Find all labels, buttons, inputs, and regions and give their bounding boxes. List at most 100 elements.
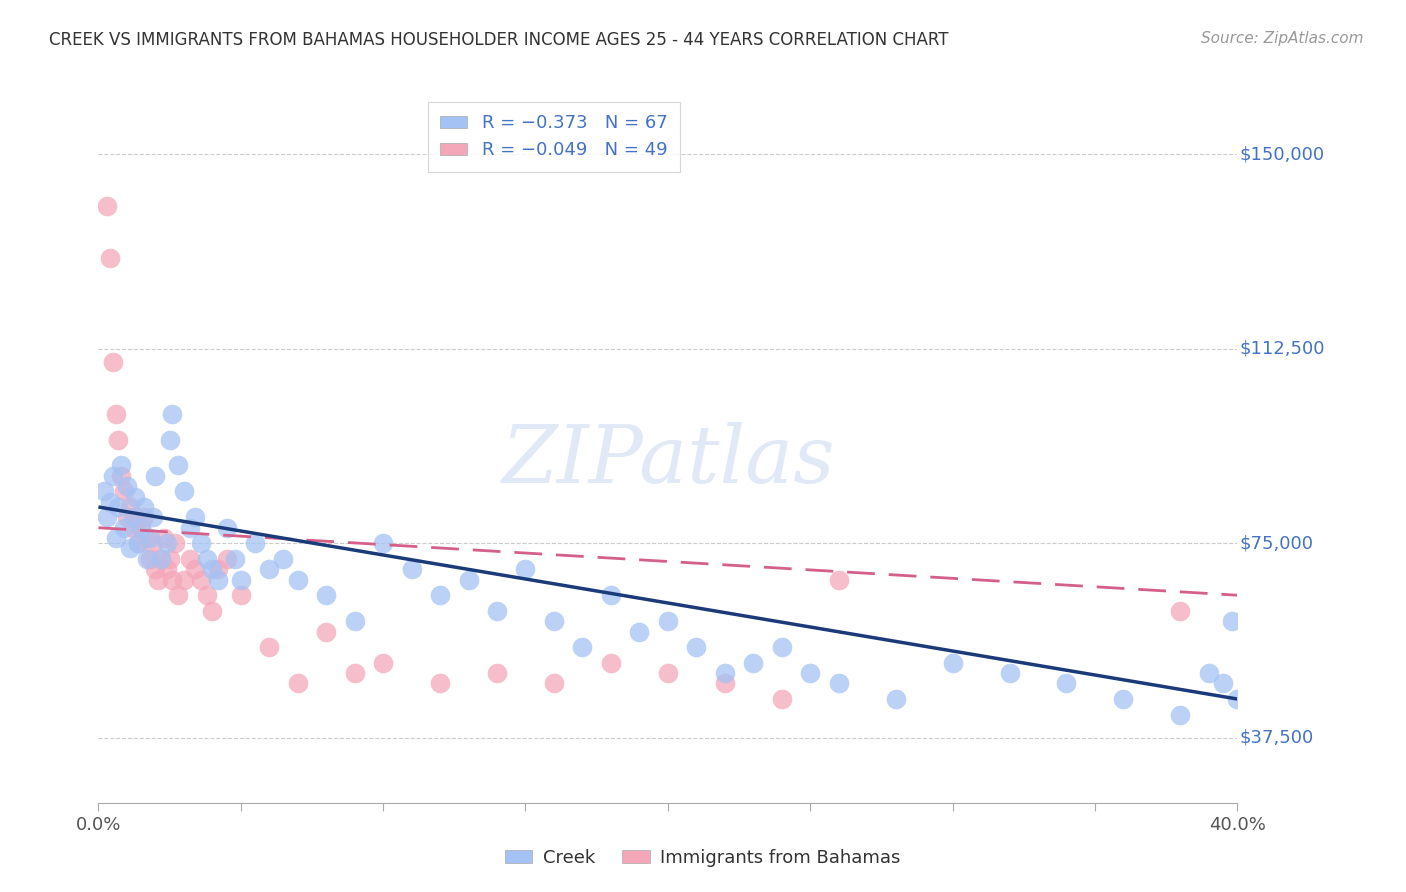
Point [543, 614, 565, 628]
Point [429, 588, 451, 602]
Point [343, 614, 366, 628]
Point [287, 676, 309, 690]
Point [600, 588, 623, 602]
Text: $75,000: $75,000 [1240, 534, 1313, 552]
Point [1220, 614, 1243, 628]
Point [229, 588, 252, 602]
Point [124, 510, 146, 524]
Point [98, 495, 121, 509]
Point [742, 656, 765, 670]
Point [112, 484, 135, 499]
Point [201, 562, 224, 576]
Point [156, 536, 179, 550]
Point [190, 573, 212, 587]
Point [770, 692, 793, 706]
Point [98, 251, 121, 265]
Point [148, 573, 170, 587]
Point [115, 479, 138, 493]
Point [104, 531, 127, 545]
Point [112, 521, 135, 535]
Point [173, 484, 195, 499]
Point [685, 640, 707, 654]
Point [486, 666, 509, 681]
Point [129, 521, 152, 535]
Point [429, 676, 451, 690]
Point [173, 573, 195, 587]
Point [1226, 692, 1249, 706]
Point [207, 562, 229, 576]
Point [150, 552, 173, 566]
Point [942, 656, 965, 670]
Point [110, 468, 132, 483]
Point [315, 624, 337, 639]
Point [167, 588, 190, 602]
Point [179, 521, 201, 535]
Point [224, 552, 246, 566]
Point [127, 536, 149, 550]
Point [132, 500, 155, 514]
Point [135, 552, 157, 566]
Point [486, 604, 509, 618]
Point [124, 490, 146, 504]
Point [135, 531, 157, 545]
Text: ZIPatlas: ZIPatlas [501, 422, 835, 499]
Point [714, 666, 737, 681]
Point [315, 588, 337, 602]
Point [145, 562, 167, 576]
Point [150, 552, 173, 566]
Point [1212, 676, 1234, 690]
Point [343, 666, 366, 681]
Point [132, 510, 155, 524]
Point [207, 573, 229, 587]
Point [195, 552, 218, 566]
Point [1056, 676, 1078, 690]
Point [167, 458, 190, 473]
Point [714, 676, 737, 690]
Point [884, 692, 907, 706]
Point [162, 407, 184, 421]
Point [141, 510, 163, 524]
Point [373, 536, 395, 550]
Point [215, 521, 238, 535]
Point [184, 510, 207, 524]
Point [657, 666, 679, 681]
Point [159, 433, 181, 447]
Point [138, 531, 160, 545]
Point [96, 199, 118, 213]
Text: $150,000: $150,000 [1240, 145, 1324, 163]
Point [998, 666, 1021, 681]
Point [153, 531, 176, 545]
Point [1198, 666, 1220, 681]
Point [165, 536, 187, 550]
Point [96, 510, 118, 524]
Point [118, 500, 141, 514]
Text: $37,500: $37,500 [1240, 729, 1313, 747]
Point [287, 573, 309, 587]
Point [273, 552, 295, 566]
Point [571, 640, 593, 654]
Point [129, 521, 152, 535]
Point [107, 433, 129, 447]
Point [201, 604, 224, 618]
Point [127, 536, 149, 550]
Point [628, 624, 651, 639]
Point [401, 562, 423, 576]
Point [179, 552, 201, 566]
Point [657, 614, 679, 628]
Point [93, 484, 115, 499]
Text: CREEK VS IMMIGRANTS FROM BAHAMAS HOUSEHOLDER INCOME AGES 25 - 44 YEARS CORRELATI: CREEK VS IMMIGRANTS FROM BAHAMAS HOUSEHO… [49, 31, 949, 49]
Legend: Creek, Immigrants from Bahamas: Creek, Immigrants from Bahamas [498, 842, 908, 874]
Point [770, 640, 793, 654]
Point [373, 656, 395, 670]
Point [141, 536, 163, 550]
Point [215, 552, 238, 566]
Point [104, 407, 127, 421]
Text: $112,500: $112,500 [1240, 340, 1324, 358]
Point [138, 552, 160, 566]
Point [600, 656, 623, 670]
Point [162, 573, 184, 587]
Point [515, 562, 537, 576]
Point [828, 676, 851, 690]
Point [156, 562, 179, 576]
Point [101, 354, 124, 368]
